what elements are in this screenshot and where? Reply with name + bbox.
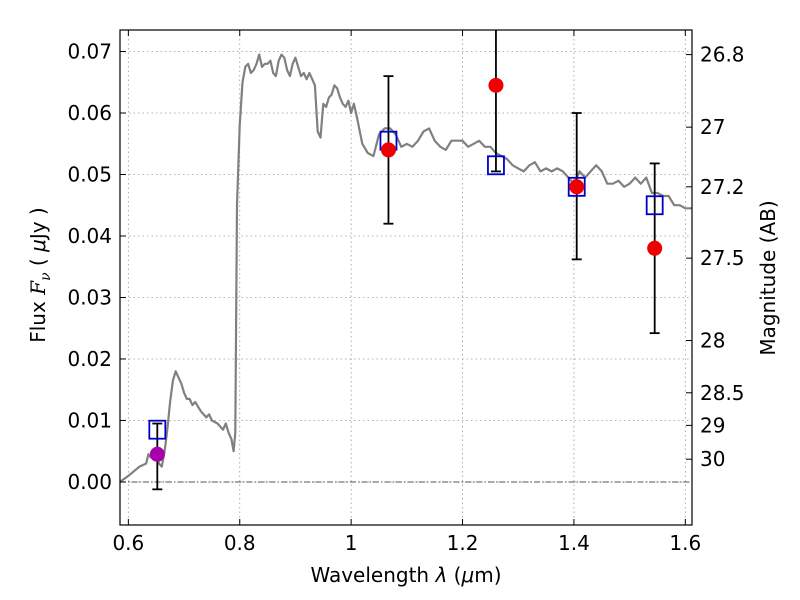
magnitude-tick-labels: 26.8 27 27.2 27.5 28 28.5 29 30 bbox=[700, 43, 745, 472]
magnitude-tick-label: 27.2 bbox=[700, 175, 745, 199]
x-tick-label: 1.6 bbox=[669, 531, 701, 555]
observed-flux-point bbox=[149, 446, 165, 462]
x-tick-label: 1 bbox=[345, 531, 358, 555]
markers bbox=[148, 77, 664, 462]
synthetic-flux-square bbox=[148, 419, 167, 440]
magnitude-tick-label: 29 bbox=[700, 413, 725, 437]
y-tick-labels: 0.00 0.01 0.02 0.03 0.04 0.05 0.06 0.07 bbox=[67, 40, 112, 494]
synthetic-flux-square bbox=[645, 195, 664, 216]
magnitude-tick-label: 27 bbox=[700, 115, 725, 139]
x-tick-labels: 0.6 0.8 1 1.2 1.4 1.6 bbox=[112, 531, 701, 555]
x-axis-title: Wavelength λ (μm) bbox=[310, 563, 501, 587]
right-axis-title: Magnitude (AB) bbox=[756, 200, 780, 355]
data-series bbox=[120, 53, 692, 483]
axis-ticks bbox=[120, 30, 692, 525]
model-spectrum-line bbox=[120, 53, 692, 483]
observed-flux-point bbox=[380, 142, 396, 158]
y-tick-label: 0.02 bbox=[67, 347, 112, 371]
magnitude-tick-label: 27.5 bbox=[700, 246, 745, 270]
plot-frame bbox=[119, 29, 693, 526]
observed-flux-point bbox=[569, 179, 585, 195]
y-tick-label: 0.06 bbox=[67, 101, 112, 125]
magnitude-tick-label: 30 bbox=[700, 447, 725, 471]
y-tick-label: 0.03 bbox=[67, 285, 112, 309]
x-tick-label: 1.4 bbox=[558, 531, 590, 555]
magnitude-tick-label: 26.8 bbox=[700, 43, 745, 67]
magnitude-tick-label: 28.5 bbox=[700, 381, 745, 405]
y-tick-label: 0.05 bbox=[67, 163, 112, 187]
observed-flux-point bbox=[647, 240, 663, 256]
y-tick-label: 0.04 bbox=[67, 224, 112, 248]
y-tick-label: 0.01 bbox=[67, 408, 112, 432]
magnitude-tick-label: 28 bbox=[700, 329, 725, 353]
grid-lines bbox=[120, 30, 692, 525]
x-tick-label: 0.8 bbox=[224, 531, 256, 555]
y-tick-label: 0.07 bbox=[67, 40, 112, 64]
x-tick-label: 0.6 bbox=[112, 531, 144, 555]
observed-flux-point bbox=[488, 77, 504, 93]
y-axis-title: Flux Fν ( μJy ) bbox=[26, 207, 54, 343]
synthetic-flux-square bbox=[567, 176, 586, 197]
x-tick-label: 1.2 bbox=[447, 531, 479, 555]
y-tick-label: 0.00 bbox=[67, 470, 112, 494]
synthetic-flux-square bbox=[487, 155, 505, 176]
